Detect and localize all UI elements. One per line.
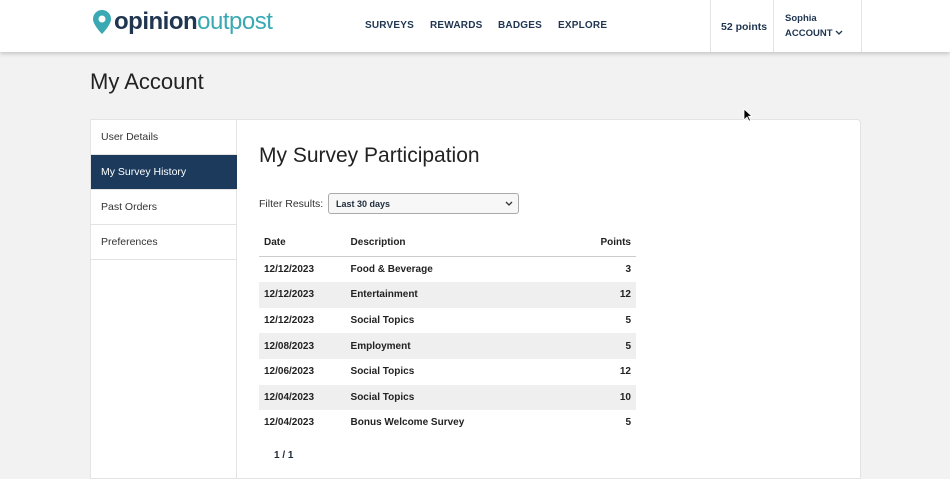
table-row: 12/04/2023 Social Topics 10	[259, 384, 636, 411]
table-row: 12/12/2023 Social Topics 5	[259, 308, 636, 334]
table-cell: 10	[567, 384, 636, 411]
table-cell: 12/12/2023	[264, 263, 315, 275]
table-cell: Social Topics	[350, 315, 415, 327]
table-cell: 12/12/2023	[264, 315, 315, 327]
account-label: ACCOUNT	[785, 28, 833, 39]
sidebar-item[interactable]: Preferences	[91, 225, 237, 260]
chevron	[835, 30, 843, 35]
column-header: Date	[259, 230, 346, 257]
table-cell: Bonus Welcome Survey	[350, 417, 465, 429]
table-row: 12/12/2023 Food & Beverage 3	[259, 256, 636, 282]
nav-link[interactable]: REWARDS	[430, 20, 483, 31]
table-cell: Social Topics	[350, 366, 415, 378]
logo-icon	[93, 10, 111, 34]
header: opinionoutpost SURVEYS REWARDS BADGES EX…	[0, 0, 950, 52]
column-header: Points	[567, 230, 636, 257]
divider	[710, 0, 711, 52]
content-title: My Survey Participation	[259, 144, 480, 167]
divider	[861, 0, 862, 52]
cursor	[743, 108, 753, 122]
logo-text: opinion	[114, 8, 198, 35]
table-cell: 5	[625, 417, 631, 429]
logo[interactable]: opinionoutpost	[114, 8, 273, 36]
table-cell: Employment	[345, 333, 568, 359]
history-table: Date Description Points 12/12/2023 Food & Be…	[259, 230, 636, 436]
divider	[773, 0, 774, 52]
page-title: My Account	[90, 69, 204, 94]
filter-label: Filter Results:	[259, 198, 324, 210]
table-cell: 12	[567, 282, 636, 308]
sidebar-item[interactable]: Past Orders	[91, 190, 237, 225]
table-row: 12/12/2023 Entertainment 12	[259, 282, 636, 308]
table-cell: Social Topics	[345, 384, 568, 411]
table-cell: 12/04/2023	[259, 384, 346, 411]
sidebar-item[interactable]: My Survey History	[91, 155, 237, 190]
table-cell: Food & Beverage	[350, 263, 433, 275]
table-cell: Entertainment	[345, 282, 568, 308]
table-cell: 12/12/2023	[259, 282, 346, 308]
chevron	[505, 201, 513, 206]
nav-link[interactable]: EXPLORE	[558, 20, 608, 31]
filter-value: Last 30 days	[336, 199, 391, 209]
account-menu[interactable]: ACCOUNT	[785, 28, 843, 39]
table-cell: 3	[625, 263, 631, 275]
logo-text: outpost	[197, 8, 273, 35]
nav-link[interactable]: SURVEYS	[365, 20, 415, 31]
user-name: Sophia	[785, 13, 817, 24]
table-cell: 12/06/2023	[264, 366, 315, 378]
points: 52 points	[721, 21, 768, 33]
table-cell: 12	[619, 366, 631, 378]
nav-link[interactable]: BADGES	[498, 20, 542, 31]
sidebar: User Details My Survey History Past Orders…	[90, 119, 237, 479]
pagination: 1 / 1	[274, 450, 294, 461]
sidebar-item[interactable]: User Details	[91, 120, 237, 155]
filter-select[interactable]: Last 30 days	[328, 193, 519, 214]
table-row: 12/04/2023 Bonus Welcome Survey 5	[259, 410, 636, 436]
table-cell: 5	[625, 315, 631, 327]
table-header: Date Description Points	[259, 230, 636, 257]
table-cell: 5	[567, 333, 636, 359]
column-header: Description	[345, 230, 568, 257]
table-cell: 12/04/2023	[264, 417, 315, 429]
table-row: 12/08/2023 Employment 5	[259, 333, 636, 359]
table-row: 12/06/2023 Social Topics 12	[259, 359, 636, 385]
table-cell: 12/08/2023	[259, 333, 346, 359]
